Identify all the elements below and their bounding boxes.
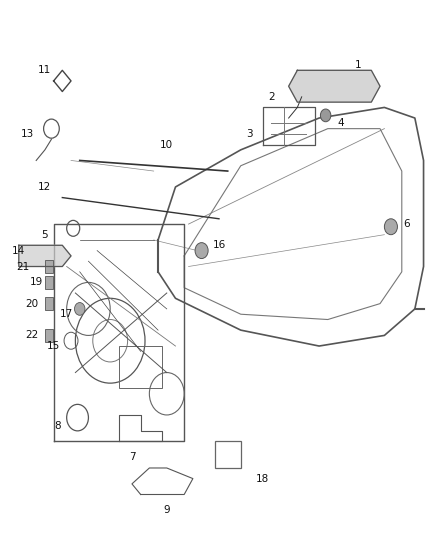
Circle shape xyxy=(321,109,331,122)
Text: 14: 14 xyxy=(12,246,25,256)
Text: 13: 13 xyxy=(21,129,34,139)
Polygon shape xyxy=(19,245,71,266)
Bar xyxy=(119,346,162,389)
Bar xyxy=(215,441,241,468)
Text: 4: 4 xyxy=(338,118,344,128)
Text: 19: 19 xyxy=(30,277,43,287)
Text: 20: 20 xyxy=(25,298,39,309)
Bar xyxy=(45,260,53,273)
Polygon shape xyxy=(289,70,380,102)
Text: 12: 12 xyxy=(38,182,52,192)
Circle shape xyxy=(195,243,208,259)
Text: 10: 10 xyxy=(160,140,173,150)
Text: 11: 11 xyxy=(38,66,52,75)
Text: 22: 22 xyxy=(25,330,39,341)
Text: 8: 8 xyxy=(55,421,61,431)
Text: 9: 9 xyxy=(163,505,170,515)
Text: 3: 3 xyxy=(246,129,253,139)
Circle shape xyxy=(385,219,397,235)
Text: 18: 18 xyxy=(256,474,269,483)
Text: 5: 5 xyxy=(42,230,48,240)
Bar xyxy=(45,297,53,310)
Text: 2: 2 xyxy=(268,92,275,102)
Text: 15: 15 xyxy=(47,341,60,351)
Circle shape xyxy=(74,303,85,316)
Text: 17: 17 xyxy=(60,309,73,319)
Text: 16: 16 xyxy=(212,240,226,251)
Bar xyxy=(45,276,53,289)
Text: 1: 1 xyxy=(355,60,362,70)
Text: 7: 7 xyxy=(129,453,135,463)
Text: 6: 6 xyxy=(403,219,410,229)
Text: 21: 21 xyxy=(17,262,30,271)
Bar xyxy=(45,329,53,342)
